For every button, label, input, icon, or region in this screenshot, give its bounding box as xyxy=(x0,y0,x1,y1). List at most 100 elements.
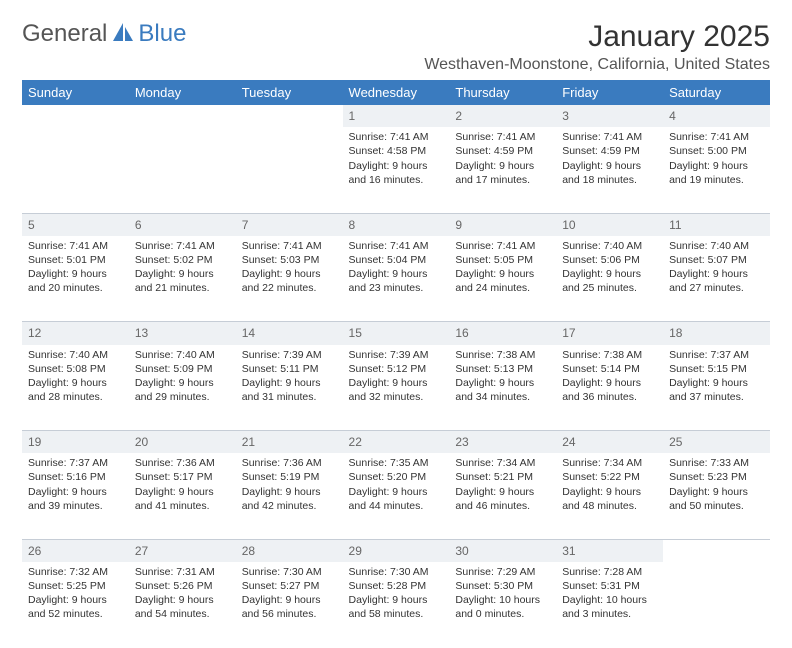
daylight-line-2: and 41 minutes. xyxy=(135,499,230,513)
daynum-row: 1234 xyxy=(22,105,770,127)
daylight-line-1: Daylight: 9 hours xyxy=(669,376,764,390)
sunrise-line: Sunrise: 7:41 AM xyxy=(28,239,123,253)
daylight-line-1: Daylight: 9 hours xyxy=(455,376,550,390)
sunrise-line: Sunrise: 7:36 AM xyxy=(242,456,337,470)
day-detail-cell: Sunrise: 7:34 AMSunset: 5:21 PMDaylight:… xyxy=(449,453,556,539)
sunset-line: Sunset: 5:26 PM xyxy=(135,579,230,593)
daylight-line-2: and 46 minutes. xyxy=(455,499,550,513)
day-number-cell: 8 xyxy=(343,213,450,236)
daylight-line-2: and 42 minutes. xyxy=(242,499,337,513)
calendar-table: Sunday Monday Tuesday Wednesday Thursday… xyxy=(22,80,770,648)
day-detail-cell: Sunrise: 7:34 AMSunset: 5:22 PMDaylight:… xyxy=(556,453,663,539)
day-number-cell: 7 xyxy=(236,213,343,236)
day-detail-cell: Sunrise: 7:33 AMSunset: 5:23 PMDaylight:… xyxy=(663,453,770,539)
day-number-cell: 25 xyxy=(663,431,770,454)
daylight-line-2: and 24 minutes. xyxy=(455,281,550,295)
day-detail-cell: Sunrise: 7:32 AMSunset: 5:25 PMDaylight:… xyxy=(22,562,129,648)
sunrise-line: Sunrise: 7:40 AM xyxy=(135,348,230,362)
daylight-line-2: and 25 minutes. xyxy=(562,281,657,295)
sunrise-line: Sunrise: 7:37 AM xyxy=(669,348,764,362)
daylight-line-2: and 28 minutes. xyxy=(28,390,123,404)
day-header: Tuesday xyxy=(236,80,343,105)
daylight-line-2: and 48 minutes. xyxy=(562,499,657,513)
day-header: Thursday xyxy=(449,80,556,105)
brand-sail-icon xyxy=(113,23,135,48)
day-number-cell: 5 xyxy=(22,213,129,236)
daylight-line-1: Daylight: 9 hours xyxy=(242,485,337,499)
daylight-line-1: Daylight: 9 hours xyxy=(562,376,657,390)
sunrise-line: Sunrise: 7:39 AM xyxy=(242,348,337,362)
daylight-line-1: Daylight: 9 hours xyxy=(669,485,764,499)
day-number-cell: 18 xyxy=(663,322,770,345)
sunset-line: Sunset: 5:00 PM xyxy=(669,144,764,158)
daylight-line-1: Daylight: 9 hours xyxy=(349,376,444,390)
day-detail-cell: Sunrise: 7:38 AMSunset: 5:13 PMDaylight:… xyxy=(449,345,556,431)
day-header: Saturday xyxy=(663,80,770,105)
daylight-line-2: and 20 minutes. xyxy=(28,281,123,295)
day-detail-cell: Sunrise: 7:41 AMSunset: 5:01 PMDaylight:… xyxy=(22,236,129,322)
day-number-cell xyxy=(22,105,129,127)
daylight-line-2: and 27 minutes. xyxy=(669,281,764,295)
sunrise-line: Sunrise: 7:40 AM xyxy=(562,239,657,253)
sunset-line: Sunset: 5:30 PM xyxy=(455,579,550,593)
sunrise-line: Sunrise: 7:41 AM xyxy=(135,239,230,253)
sunrise-line: Sunrise: 7:28 AM xyxy=(562,565,657,579)
sunset-line: Sunset: 5:22 PM xyxy=(562,470,657,484)
day-detail-cell: Sunrise: 7:41 AMSunset: 4:59 PMDaylight:… xyxy=(556,127,663,213)
day-number-cell: 28 xyxy=(236,539,343,562)
sunset-line: Sunset: 5:28 PM xyxy=(349,579,444,593)
day-number-cell: 30 xyxy=(449,539,556,562)
daylight-line-2: and 18 minutes. xyxy=(562,173,657,187)
day-number-cell: 23 xyxy=(449,431,556,454)
sunset-line: Sunset: 5:12 PM xyxy=(349,362,444,376)
sunset-line: Sunset: 5:03 PM xyxy=(242,253,337,267)
day-detail-cell: Sunrise: 7:37 AMSunset: 5:16 PMDaylight:… xyxy=(22,453,129,539)
daylight-line-2: and 58 minutes. xyxy=(349,607,444,621)
day-number-cell: 26 xyxy=(22,539,129,562)
sunset-line: Sunset: 5:14 PM xyxy=(562,362,657,376)
day-number-cell: 12 xyxy=(22,322,129,345)
day-detail-cell xyxy=(663,562,770,648)
day-detail-cell: Sunrise: 7:30 AMSunset: 5:27 PMDaylight:… xyxy=(236,562,343,648)
daylight-line-1: Daylight: 9 hours xyxy=(135,376,230,390)
sunrise-line: Sunrise: 7:35 AM xyxy=(349,456,444,470)
sunrise-line: Sunrise: 7:32 AM xyxy=(28,565,123,579)
sunset-line: Sunset: 5:07 PM xyxy=(669,253,764,267)
day-detail-cell: Sunrise: 7:40 AMSunset: 5:08 PMDaylight:… xyxy=(22,345,129,431)
day-number-cell: 15 xyxy=(343,322,450,345)
daylight-line-2: and 17 minutes. xyxy=(455,173,550,187)
daylight-line-2: and 37 minutes. xyxy=(669,390,764,404)
day-number-cell: 11 xyxy=(663,213,770,236)
sunset-line: Sunset: 5:08 PM xyxy=(28,362,123,376)
sunrise-line: Sunrise: 7:40 AM xyxy=(669,239,764,253)
daylight-line-1: Daylight: 9 hours xyxy=(28,485,123,499)
day-detail-cell: Sunrise: 7:41 AMSunset: 4:59 PMDaylight:… xyxy=(449,127,556,213)
day-header: Monday xyxy=(129,80,236,105)
daylight-line-1: Daylight: 9 hours xyxy=(669,267,764,281)
sunset-line: Sunset: 5:23 PM xyxy=(669,470,764,484)
sunrise-line: Sunrise: 7:29 AM xyxy=(455,565,550,579)
day-detail-cell: Sunrise: 7:36 AMSunset: 5:17 PMDaylight:… xyxy=(129,453,236,539)
daylight-line-2: and 23 minutes. xyxy=(349,281,444,295)
daylight-line-2: and 39 minutes. xyxy=(28,499,123,513)
calendar-body: 1234 Sunrise: 7:41 AMSunset: 4:58 PMDayl… xyxy=(22,105,770,648)
sunset-line: Sunset: 5:15 PM xyxy=(669,362,764,376)
day-number-cell: 27 xyxy=(129,539,236,562)
daylight-line-1: Daylight: 9 hours xyxy=(135,267,230,281)
day-number-cell: 21 xyxy=(236,431,343,454)
daylight-line-2: and 31 minutes. xyxy=(242,390,337,404)
sunrise-line: Sunrise: 7:41 AM xyxy=(669,130,764,144)
daylight-line-2: and 3 minutes. xyxy=(562,607,657,621)
sunrise-line: Sunrise: 7:41 AM xyxy=(455,239,550,253)
day-header-row: Sunday Monday Tuesday Wednesday Thursday… xyxy=(22,80,770,105)
day-number-cell: 17 xyxy=(556,322,663,345)
sunrise-line: Sunrise: 7:36 AM xyxy=(135,456,230,470)
day-number-cell xyxy=(129,105,236,127)
daylight-line-1: Daylight: 9 hours xyxy=(562,267,657,281)
detail-row: Sunrise: 7:32 AMSunset: 5:25 PMDaylight:… xyxy=(22,562,770,648)
day-detail-cell: Sunrise: 7:38 AMSunset: 5:14 PMDaylight:… xyxy=(556,345,663,431)
day-detail-cell: Sunrise: 7:41 AMSunset: 4:58 PMDaylight:… xyxy=(343,127,450,213)
sunrise-line: Sunrise: 7:31 AM xyxy=(135,565,230,579)
sunrise-line: Sunrise: 7:37 AM xyxy=(28,456,123,470)
daylight-line-2: and 36 minutes. xyxy=(562,390,657,404)
